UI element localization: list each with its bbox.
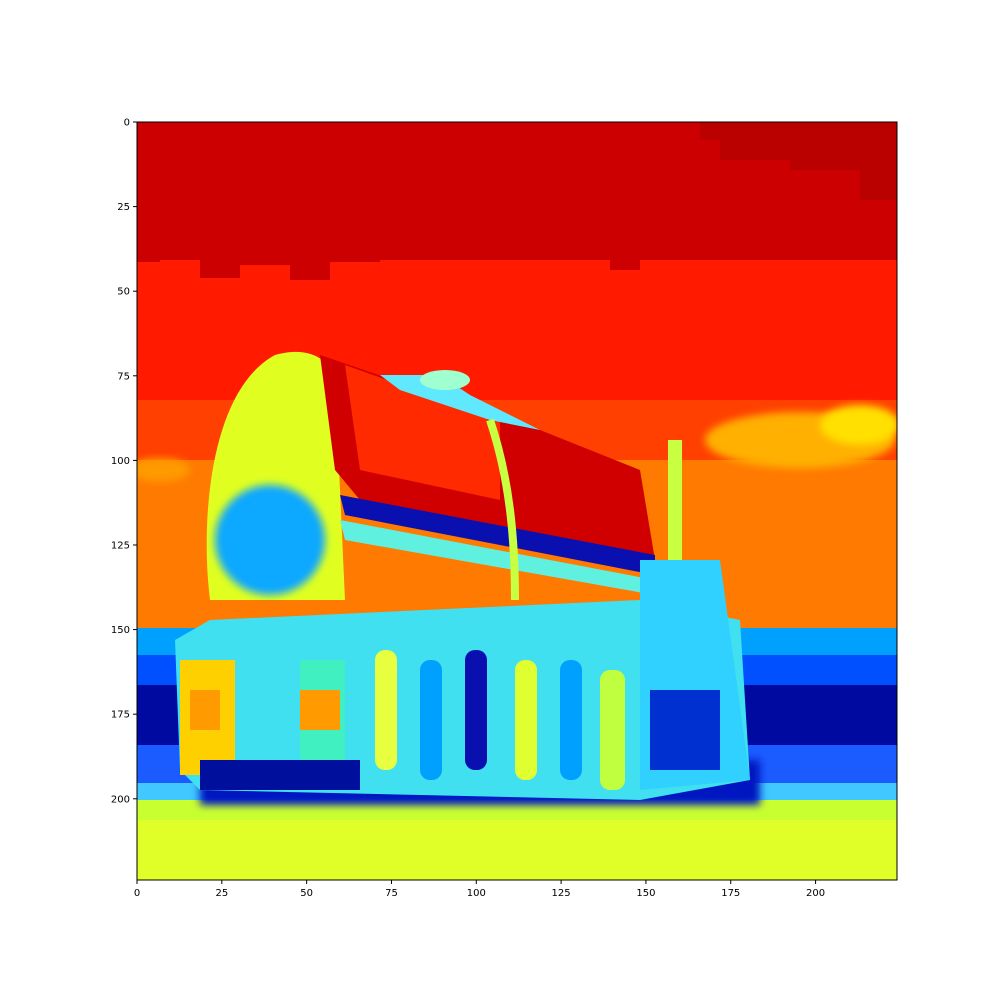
heatmap-plot-area [137,122,897,880]
tank-stripe-shape [340,495,655,575]
x-tick-label: 25 [215,888,228,899]
wheel-shape [600,670,625,790]
y-tick-label: 125 [111,540,130,551]
cloud-shape [820,405,897,445]
y-tick-label: 100 [111,456,130,467]
x-axis: 0 25 50 75 100 125 150 175 200 [134,880,825,899]
x-tick-label: 175 [721,888,740,899]
bumper-shape [300,690,340,730]
x-tick-label: 150 [636,888,655,899]
upper-sky-blob [700,122,897,200]
y-tick-label: 25 [117,202,130,213]
y-tick-label: 75 [117,371,130,382]
x-tick-label: 200 [806,888,825,899]
y-tick-label: 50 [117,287,130,298]
x-tick-label: 0 [134,888,140,899]
wheel-shape [420,660,442,780]
x-tick-label: 75 [385,888,398,899]
ground-region [137,820,897,880]
cab-window-shape [650,690,720,770]
x-tick-label: 50 [300,888,313,899]
x-tick-label: 125 [552,888,571,899]
y-tick-label: 200 [111,794,130,805]
sky-boundary-shape [137,122,897,280]
y-axis: 0 25 50 75 100 125 150 175 200 [111,118,137,805]
y-tick-label: 150 [111,625,130,636]
x-tick-label: 100 [467,888,486,899]
wheel-shape [375,650,397,770]
y-tick-label: 0 [124,118,130,129]
bumper-shape [190,690,220,730]
cloud-shape [137,458,190,482]
axes-frame [136,121,898,881]
y-tick-label: 175 [111,710,130,721]
tank-hatch-dome [420,370,470,390]
wheel-shape [560,660,582,780]
tank-stripe-shape [340,520,655,595]
wheel-shape [465,650,487,770]
tank-body-highlight [345,365,500,500]
tank-end-shading [215,485,325,595]
tank-pipe-shape [486,418,519,601]
wheel-shape [515,660,537,780]
tank-hatch-shape [380,375,540,430]
bumper-dark [200,760,360,790]
